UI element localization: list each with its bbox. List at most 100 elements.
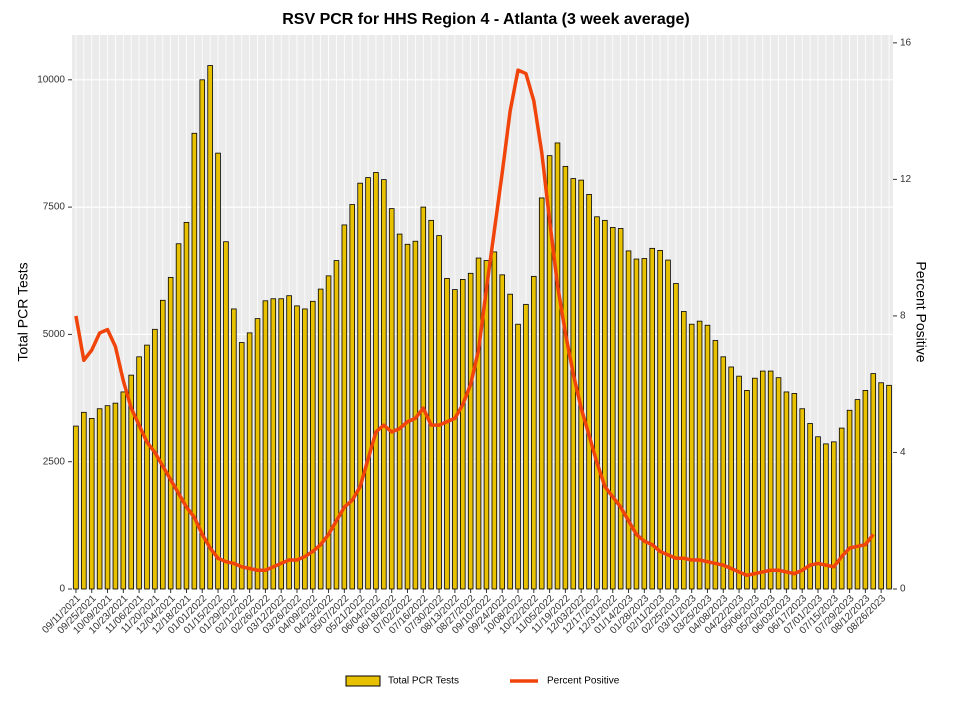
bar (767, 370, 774, 590)
bar (838, 427, 845, 590)
bar (428, 219, 434, 590)
y-tick-label: 2500 (43, 456, 66, 467)
bar (381, 179, 387, 590)
bar (602, 219, 608, 590)
bar (783, 391, 790, 590)
bar (341, 224, 348, 590)
bar (657, 249, 663, 590)
bar (641, 258, 648, 590)
bar (483, 260, 490, 590)
bar (404, 243, 411, 590)
y-tick-label: 5000 (43, 329, 66, 340)
bar (507, 293, 513, 590)
y2-tick-label: 8 (900, 311, 906, 322)
bar (752, 377, 758, 590)
bar (270, 298, 277, 590)
bar (649, 247, 655, 590)
bar (207, 65, 213, 590)
bar (254, 318, 261, 590)
bar (459, 279, 466, 590)
bar (515, 323, 521, 590)
bar (609, 227, 616, 590)
bar (546, 155, 553, 590)
bar (88, 418, 95, 590)
bar (136, 356, 142, 590)
bar (357, 182, 363, 590)
bar (846, 409, 853, 590)
bar (333, 260, 340, 590)
y-tick-label: 0 (59, 584, 65, 595)
legend-swatch (345, 675, 381, 687)
bar (870, 373, 877, 590)
bar (365, 177, 371, 590)
bar (696, 320, 703, 590)
y-tick-label: 10000 (37, 74, 65, 85)
bar (578, 179, 584, 590)
bar (791, 393, 798, 590)
bar (594, 216, 600, 590)
bar (128, 374, 134, 590)
bar (152, 328, 158, 590)
bar (712, 340, 719, 590)
bar (491, 251, 498, 590)
bar (538, 197, 545, 590)
bar (144, 344, 150, 590)
bar (388, 208, 395, 590)
bar (467, 272, 474, 590)
bar (302, 308, 308, 590)
bar (175, 243, 182, 590)
bar (452, 289, 458, 590)
legend-label: Total PCR Tests (388, 676, 459, 687)
y-tick-label: 7500 (43, 202, 66, 213)
bar (396, 233, 403, 590)
bar (223, 241, 229, 590)
y2-tick-label: 12 (900, 174, 912, 185)
bar (831, 441, 837, 590)
bar (475, 257, 482, 590)
bar (120, 391, 127, 590)
bar (238, 342, 245, 590)
bar (681, 311, 687, 590)
bar (688, 323, 695, 590)
bar (167, 276, 174, 590)
bar (349, 204, 356, 590)
bar (81, 411, 87, 590)
bar (665, 259, 671, 590)
y2-tick-label: 16 (900, 37, 912, 48)
bar (73, 425, 79, 590)
bar (617, 228, 624, 590)
bar (231, 308, 237, 590)
bar (104, 405, 111, 590)
bar (775, 377, 782, 590)
bar (96, 408, 103, 590)
bar (286, 295, 292, 590)
bar (160, 299, 166, 590)
y2-tick-label: 0 (900, 584, 906, 595)
bar (373, 172, 379, 590)
bar (183, 221, 190, 590)
bar (704, 324, 711, 590)
bar (744, 390, 750, 590)
bar (191, 132, 198, 590)
bar (586, 193, 592, 590)
bar (807, 423, 813, 590)
chart-title: RSV PCR for HHS Region 4 - Atlanta (3 we… (282, 11, 690, 28)
bar (673, 283, 679, 590)
bar (878, 382, 884, 590)
bar (736, 375, 742, 590)
bar (633, 258, 640, 590)
bar (262, 300, 269, 590)
bar (317, 288, 324, 590)
y2-axis-title: Percent Positive (913, 261, 929, 362)
line (74, 68, 875, 578)
y-axis-title: Total PCR Tests (15, 262, 31, 361)
bar (799, 408, 805, 590)
bar (278, 298, 284, 590)
y2-tick-label: 4 (900, 447, 906, 458)
bar (499, 274, 506, 590)
bar (246, 332, 253, 590)
bar (862, 390, 869, 590)
bar (720, 356, 727, 590)
bar (759, 370, 766, 590)
